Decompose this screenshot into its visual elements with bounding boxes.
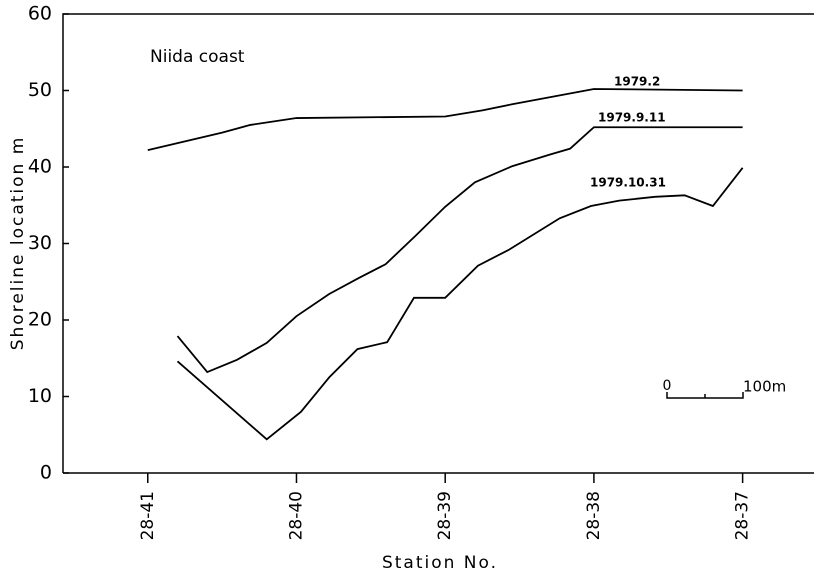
y-tick-label: 30	[28, 232, 52, 254]
y-tick-label: 60	[28, 3, 52, 25]
series-label: 1979.10.31	[590, 176, 666, 190]
series-line	[176, 126, 743, 374]
y-tick-label: 10	[28, 385, 52, 407]
series-label: 1979.9.11	[598, 111, 666, 125]
x-tick-label: 28-41	[138, 491, 158, 540]
y-tick-label: 50	[28, 79, 52, 101]
x-tick-label: 28-40	[286, 491, 306, 540]
x-tick-label: 28-37	[733, 491, 753, 540]
y-tick-label: 20	[28, 309, 52, 331]
scale-bar: 0 100m	[663, 378, 786, 399]
x-tick-label: 28-39	[435, 491, 455, 540]
scale-start: 0	[663, 378, 672, 394]
series-label: 1979.2	[614, 75, 660, 89]
y-axis-label: Shoreline location m	[8, 136, 28, 351]
y-tick-label: 40	[28, 156, 52, 178]
series-line	[176, 167, 744, 441]
x-tick-label: 28-38	[584, 491, 604, 540]
annotation: Niida coast	[150, 47, 245, 67]
scale-end: 100m	[743, 378, 786, 396]
x-axis-label: Station No.	[382, 553, 498, 573]
axis-frame	[62, 13, 814, 473]
series-line	[147, 88, 743, 152]
y-tick-label: 0	[40, 462, 52, 484]
